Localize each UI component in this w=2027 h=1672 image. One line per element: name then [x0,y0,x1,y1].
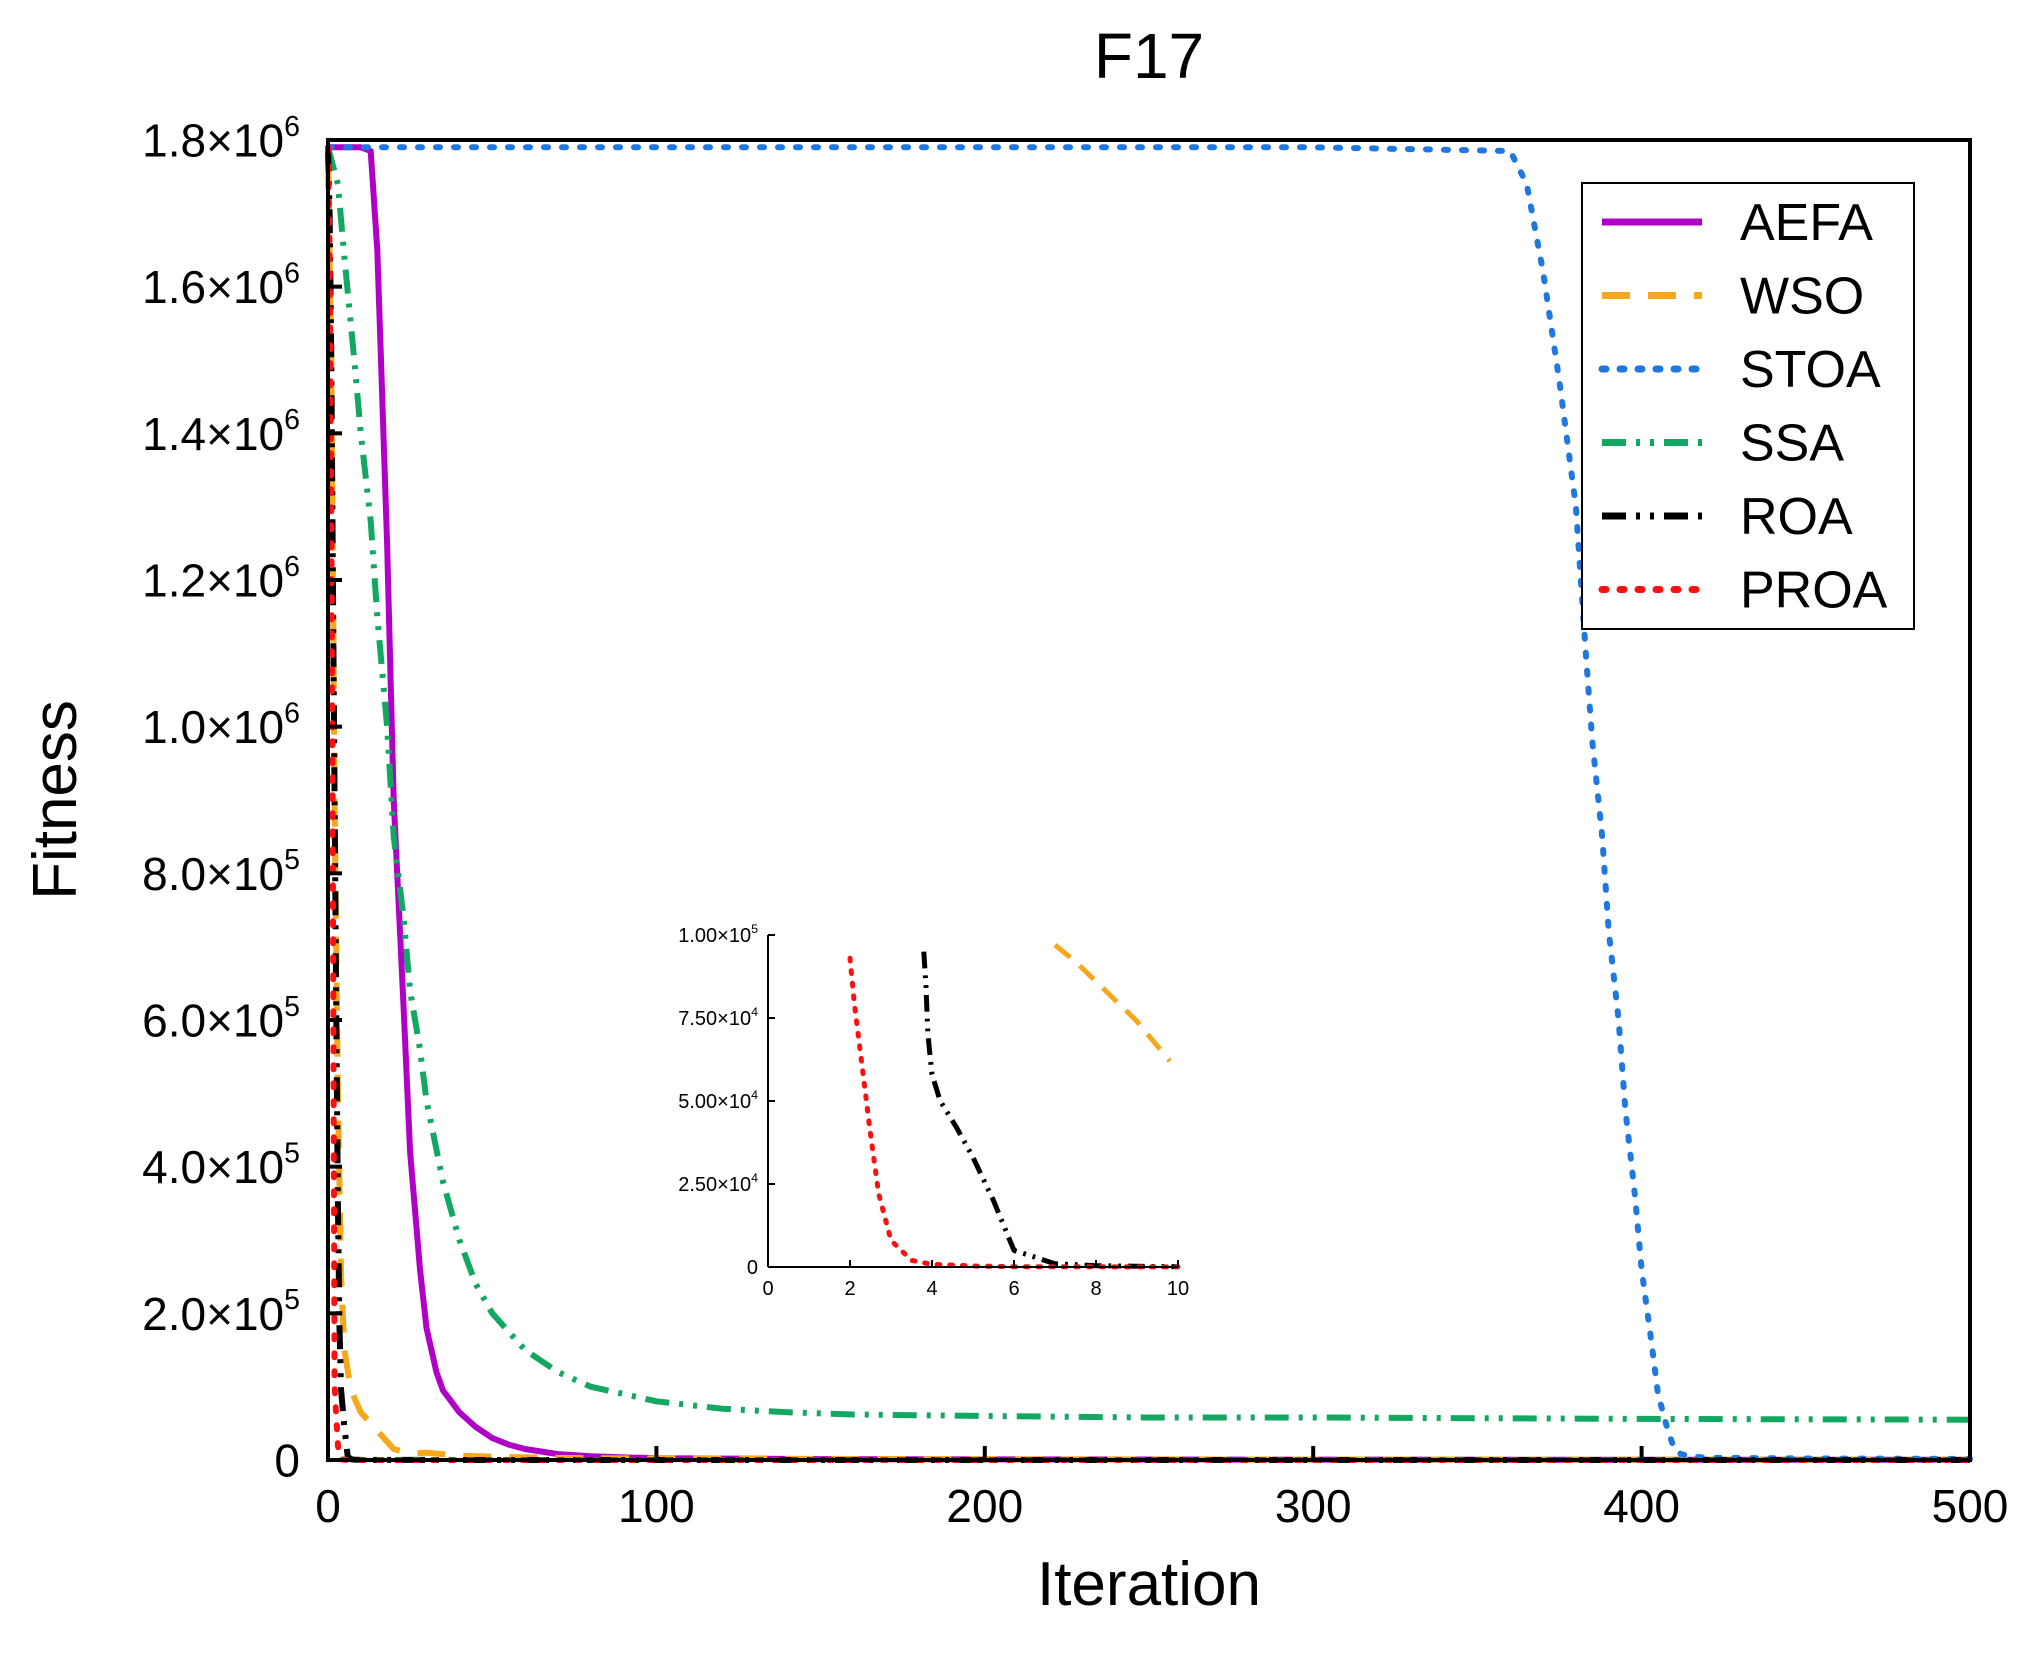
x-tick-label: 500 [1932,1480,2009,1532]
x-tick-label: 300 [1275,1480,1352,1532]
inset-x-tick-label: 0 [762,1278,773,1300]
x-tick-label: 100 [618,1480,695,1532]
y-tick-label: 4.0×105 [142,1138,300,1194]
series-line-ssa [325,146,1971,1423]
inset-y-tick-label: 1.00×105 [678,922,758,947]
inset-x-tick-label: 2 [844,1278,855,1300]
legend-label-ssa: SSA [1740,415,1844,473]
main-ticks-group: 0 100 200 300 400 50002.0×1054.0×1056.0×1058.… [142,111,2008,1532]
inset-y-tick-label: 5.00×104 [678,1088,758,1113]
main-plot-frame [326,138,1972,1462]
legend: AEFA WSO STOA SSA ROA PROA [1581,182,1915,630]
legend-label-stoa: STOA [1740,341,1881,399]
x-tick-label: 0 [315,1480,341,1532]
inset-series-line-wso [1053,943,1172,1063]
inset-x-tick-label: 10 [1167,1278,1189,1300]
y-tick-label: 1.8×106 [142,111,300,167]
legend-label-proa: PROA [1740,562,1888,620]
chart-title: F17 [1094,20,1204,92]
series-line-stoa [325,144,1973,1462]
inset-ticks-group: 0 2 4 6 8 10 0 2.50×104 5.00×104 7.50×104 1.00×105 [678,922,1189,1300]
inset-x-tick-label: 4 [926,1278,937,1300]
y-tick-label: 6.0×105 [142,991,300,1047]
y-tick-label: 1.2×106 [142,551,300,607]
x-axis-label: Iteration [1037,1550,1261,1619]
inset-x-tick-label: 6 [1008,1278,1019,1300]
y-tick-label: 0 [274,1435,300,1487]
y-tick-label: 1.4×106 [142,404,300,460]
x-tick-label: 200 [946,1480,1023,1532]
legend-label-aefa: AEFA [1740,194,1873,252]
inset-x-tick-label: 8 [1090,1278,1101,1300]
inset-chart: 0 2 4 6 8 10 0 2.50×104 5.00×104 7.50×104 1.00×105 [678,922,1189,1300]
y-tick-label: 1.6×106 [142,258,300,314]
y-tick-label: 2.0×105 [142,1284,300,1340]
inset-y-tick-label: 0 [747,1257,758,1279]
y-tick-label: 1.0×106 [142,698,300,754]
legend-box [1581,182,1915,630]
y-axis-label: Fitness [21,700,90,900]
legend-label-roa: ROA [1740,488,1853,546]
inset-y-tick-label: 7.50×104 [678,1005,758,1030]
y-tick-label: 8.0×105 [142,844,300,900]
legend-label-wso: WSO [1740,268,1864,326]
x-tick-label: 400 [1603,1480,1680,1532]
inset-y-tick-label: 2.50×104 [678,1171,758,1196]
